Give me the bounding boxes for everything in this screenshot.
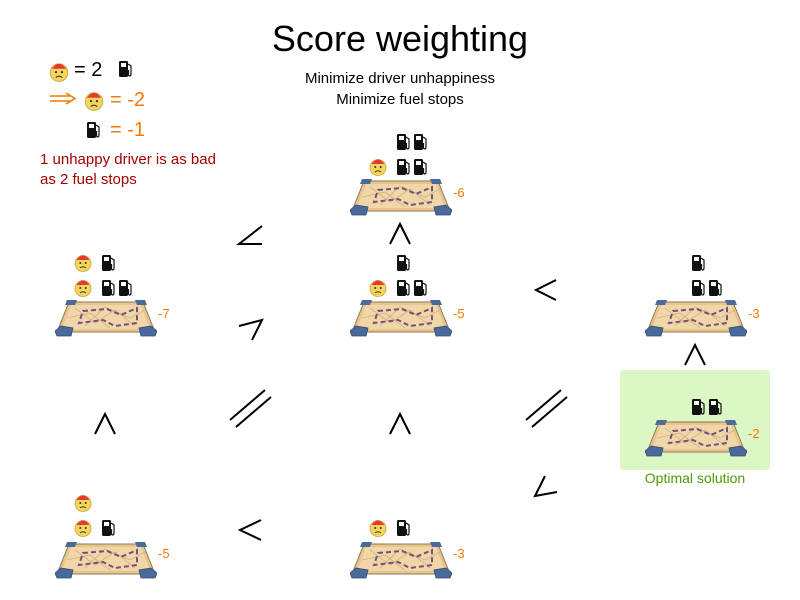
greater-than-sign <box>389 411 411 435</box>
greater-than-sign <box>684 342 706 366</box>
less-than-sign <box>237 519 262 541</box>
legend-fuel-weight: = -1 <box>110 119 146 141</box>
optimal-solution-label: Optimal solution <box>644 470 746 486</box>
greater-than-sign <box>238 318 264 341</box>
greater-than-sign <box>389 221 411 245</box>
equals-sign <box>525 389 568 428</box>
subtitle-line-1: Minimize driver unhappiness <box>304 70 496 87</box>
legend-note-line-1: 1 unhappy driver is as bad <box>40 151 216 168</box>
legend-driver-equals: = 2 <box>74 59 103 81</box>
implies-arrow-icon <box>50 92 77 105</box>
score-label: -3 <box>453 546 465 561</box>
less-than-sign <box>533 475 558 498</box>
legend-note-line-2: as 2 fuel stops <box>40 171 137 188</box>
score-label: -5 <box>158 546 170 561</box>
score-label: -2 <box>748 426 760 441</box>
score-label: -7 <box>158 306 170 321</box>
subtitle-line-2: Minimize fuel stops <box>336 91 464 108</box>
legend-driver-weight: = -2 <box>110 89 146 111</box>
equals-sign <box>229 389 272 428</box>
score-label: -5 <box>453 306 465 321</box>
page-title: Score weighting <box>271 18 529 59</box>
greater-than-sign <box>94 411 116 435</box>
less-than-sign <box>533 279 557 301</box>
score-label: -6 <box>453 185 465 200</box>
score-label: -3 <box>748 306 760 321</box>
less-than-sign <box>236 225 263 245</box>
